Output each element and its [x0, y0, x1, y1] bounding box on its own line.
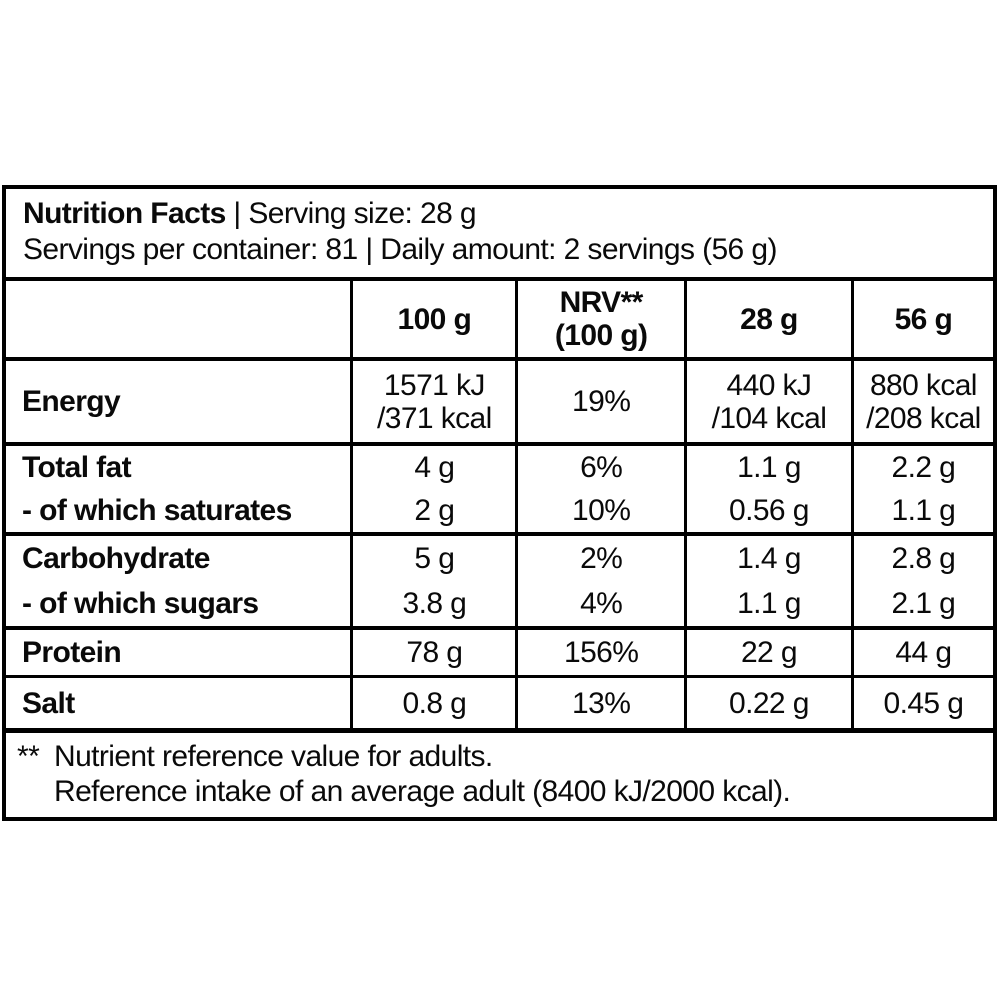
table-row-energy: Energy 1571 kJ /371 kcal 19% 440 kJ /104… — [6, 357, 993, 442]
table-row-saturates: - of which saturates 2 g 10% 0.56 g 1.1 … — [6, 489, 993, 532]
energy-per28: 440 kJ /104 kcal — [684, 361, 851, 442]
sugars-per28: 1.1 g — [684, 581, 851, 626]
energy-per56: 880 kcal /208 kcal — [850, 361, 993, 442]
column-header-nrv: NRV** (100 g) — [515, 281, 684, 357]
protein-nrv: 156% — [515, 630, 684, 675]
energy-label: Energy — [22, 385, 121, 418]
total-fat-label: Total fat — [22, 451, 132, 484]
energy-per28-kj: 440 kJ — [726, 368, 812, 402]
header-separator: | — [225, 197, 249, 230]
protein-per56: 44 g — [850, 630, 993, 675]
column-header-28g: 28 g — [684, 281, 851, 357]
salt-per56: 0.45 g — [850, 678, 993, 728]
saturates-label: - of which saturates — [22, 494, 292, 527]
energy-nrv: 19% — [515, 361, 684, 442]
column-header-100g: 100 g — [350, 281, 515, 357]
total-fat-per28: 1.1 g — [684, 446, 851, 489]
footnote: ** Nutrient reference value for adults. … — [6, 728, 993, 817]
salt-per100: 0.8 g — [350, 678, 515, 728]
nrv-header-line2: (100 g) — [554, 319, 648, 352]
total-fat-nrv: 6% — [515, 446, 684, 489]
total-fat-per100: 4 g — [350, 446, 515, 489]
carbohydrate-label: Carbohydrate — [22, 542, 210, 575]
table-row-protein: Protein 78 g 156% 22 g 44 g — [6, 626, 993, 675]
header-line-1: Nutrition Facts | Serving size: 28 g — [23, 196, 983, 232]
sugars-label: - of which sugars — [22, 587, 259, 620]
footnote-marker: ** — [17, 740, 40, 773]
carbohydrate-block: Carbohydrate 5 g 2% 1.4 g 2.8 g - of whi… — [6, 532, 993, 626]
table-row-total-fat: Total fat 4 g 6% 1.1 g 2.2 g — [6, 446, 993, 489]
fat-block: Total fat 4 g 6% 1.1 g 2.2 g - of which … — [6, 442, 993, 532]
salt-label: Salt — [22, 686, 75, 720]
energy-per28-kcal: /104 kcal — [711, 401, 827, 435]
table-row-sugars: - of which sugars 3.8 g 4% 1.1 g 2.1 g — [6, 581, 993, 626]
nrv-header-line1: NRV** — [559, 286, 644, 319]
protein-per28: 22 g — [684, 630, 851, 675]
saturates-per28: 0.56 g — [684, 489, 851, 532]
table-row-salt: Salt 0.8 g 13% 0.22 g 0.45 g — [6, 675, 993, 728]
saturates-nrv: 10% — [515, 489, 684, 532]
column-header-blank — [6, 281, 350, 357]
carbohydrate-nrv: 2% — [515, 536, 684, 581]
nutrition-facts-title: Nutrition Facts — [23, 197, 226, 230]
protein-label: Protein — [22, 636, 122, 669]
energy-per56-val2: /208 kcal — [866, 401, 981, 435]
energy-per100-kj: 1571 kJ — [383, 368, 485, 402]
column-header-56g: 56 g — [850, 281, 993, 357]
salt-per28: 0.22 g — [684, 678, 851, 728]
serving-size-text: Serving size: 28 g — [248, 197, 477, 230]
salt-nrv: 13% — [515, 678, 684, 728]
energy-per100: 1571 kJ /371 kcal — [350, 361, 515, 442]
nutrition-facts-table: Nutrition Facts | Serving size: 28 g Ser… — [2, 185, 997, 821]
sugars-nrv: 4% — [515, 581, 684, 626]
carbohydrate-per28: 1.4 g — [684, 536, 851, 581]
header-line-2: Servings per container: 81 | Daily amoun… — [23, 233, 777, 266]
energy-per56-val1: 880 kcal — [869, 368, 978, 402]
saturates-per100: 2 g — [350, 489, 515, 532]
energy-per100-kcal: /371 kcal — [377, 401, 492, 435]
sugars-per56: 2.1 g — [850, 581, 993, 626]
protein-per100: 78 g — [350, 630, 515, 675]
footnote-line-1: Nutrient reference value for adults. — [54, 740, 493, 773]
saturates-per56: 1.1 g — [850, 489, 993, 532]
footnote-line-2: Reference intake of an average adult (84… — [54, 775, 791, 808]
sugars-per100: 3.8 g — [350, 581, 515, 626]
carbohydrate-per56: 2.8 g — [850, 536, 993, 581]
column-header-row: 100 g NRV** (100 g) 28 g 56 g — [6, 281, 993, 357]
total-fat-per56: 2.2 g — [850, 446, 993, 489]
table-header-band: Nutrition Facts | Serving size: 28 g Ser… — [6, 189, 993, 281]
table-row-carbohydrate: Carbohydrate 5 g 2% 1.4 g 2.8 g — [6, 536, 993, 581]
carbohydrate-per100: 5 g — [350, 536, 515, 581]
